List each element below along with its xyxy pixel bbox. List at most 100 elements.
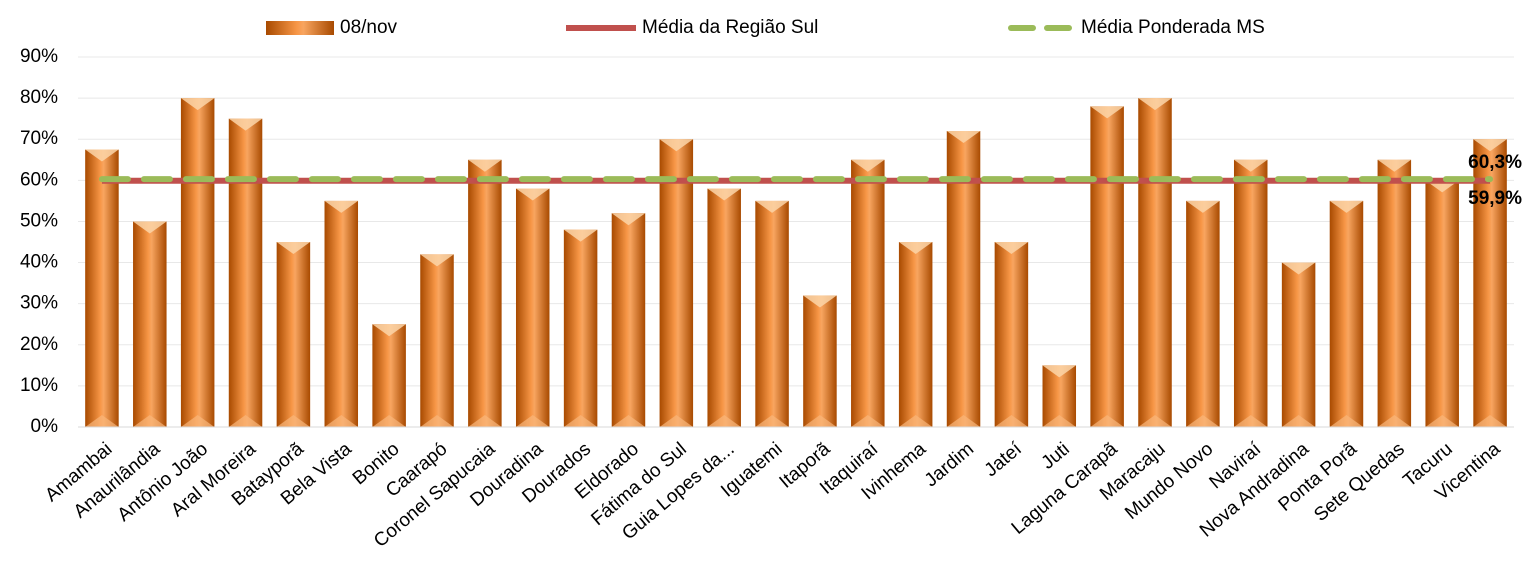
- bar-cap: [1186, 200, 1220, 213]
- bar-base: [324, 415, 359, 427]
- y-tick-label: 30%: [20, 293, 58, 314]
- bar-base: [515, 415, 550, 427]
- bar-base: [1042, 415, 1077, 427]
- bar-cap: [1377, 159, 1412, 172]
- bar: [1473, 139, 1507, 427]
- bar-base: [1090, 415, 1124, 427]
- bar: [1281, 262, 1316, 427]
- bar-cap: [276, 242, 311, 254]
- bar-base: [1425, 415, 1459, 427]
- bar: [515, 188, 550, 427]
- x-tick-label: Juti: [1038, 439, 1074, 474]
- legend-label: 08/nov: [340, 17, 398, 38]
- x-tick-label: Jateí: [981, 438, 1027, 481]
- legend-label: Média Ponderada MS: [1081, 17, 1265, 38]
- y-tick-label: 80%: [20, 87, 58, 108]
- bar-base: [851, 415, 885, 427]
- bar: [1377, 159, 1412, 427]
- bar-base: [1186, 415, 1220, 427]
- bar: [611, 213, 646, 427]
- bar-base: [803, 415, 837, 427]
- bar-base: [133, 415, 167, 427]
- legend-label: Média da Região Sul: [642, 17, 818, 38]
- bar: [1186, 200, 1220, 427]
- bar-base: [468, 415, 502, 427]
- bar: [707, 188, 741, 427]
- bar-base: [563, 415, 598, 427]
- y-tick-label: 50%: [20, 210, 58, 231]
- bar-cap: [180, 98, 215, 111]
- bar-base: [1281, 415, 1316, 427]
- bar-base: [1138, 415, 1172, 427]
- bar-base: [1233, 415, 1268, 427]
- bar-base: [611, 415, 646, 427]
- bar: [1138, 98, 1172, 427]
- bar-base: [180, 415, 215, 427]
- bar-cap: [1473, 139, 1507, 152]
- bar: [1090, 106, 1124, 427]
- y-tick-label: 10%: [20, 375, 58, 396]
- bar: [324, 200, 359, 427]
- y-tick-label: 20%: [20, 334, 58, 355]
- bar-cap: [851, 159, 885, 172]
- bar-base: [85, 415, 119, 427]
- bar-cap: [324, 200, 359, 213]
- bar-base: [898, 415, 933, 427]
- bar: [898, 242, 933, 427]
- bar-base: [228, 415, 263, 427]
- bar-cap: [946, 131, 981, 143]
- bar-cap: [133, 221, 167, 234]
- bar: [228, 118, 263, 428]
- bar-cap: [659, 139, 694, 152]
- bar: [1329, 200, 1364, 427]
- bar-cap: [563, 229, 598, 242]
- bar-base: [1377, 415, 1412, 427]
- bar-cap: [1233, 159, 1268, 172]
- bar-base: [372, 415, 406, 427]
- bar: [468, 159, 502, 427]
- bar-cap: [1090, 106, 1124, 119]
- bar-cap: [372, 324, 406, 337]
- bar: [133, 221, 167, 427]
- bar: [1425, 180, 1459, 427]
- bar: [994, 242, 1029, 427]
- bar: [85, 149, 119, 427]
- bar-base: [276, 415, 311, 427]
- bar-cap: [707, 188, 741, 201]
- bar-base: [1329, 415, 1364, 427]
- bar-cap: [420, 254, 454, 267]
- bar: [659, 139, 694, 427]
- bar-base: [1473, 415, 1507, 427]
- bar-base: [755, 415, 789, 427]
- bar-cap: [468, 159, 502, 172]
- bar: [851, 159, 885, 427]
- bar-cap: [1281, 262, 1316, 275]
- bar-cap: [1138, 98, 1172, 111]
- line-value-label: 60,3%: [1468, 152, 1522, 173]
- bar-cap: [611, 213, 646, 226]
- bar: [180, 98, 215, 427]
- y-tick-label: 0%: [31, 416, 59, 437]
- bar: [372, 324, 406, 427]
- bar-base: [946, 415, 981, 427]
- legend-swatch: [266, 21, 334, 35]
- bar: [803, 295, 837, 427]
- bar-cap: [1042, 365, 1077, 378]
- bar-cap: [994, 242, 1029, 254]
- bar-cap: [228, 118, 263, 131]
- bar-cap: [1329, 200, 1364, 213]
- line-value-label: 59,9%: [1468, 188, 1522, 209]
- bar-cap: [803, 295, 837, 308]
- bar-cap: [755, 200, 789, 213]
- bar-cap: [515, 188, 550, 201]
- bar-cap: [898, 242, 933, 254]
- bar-base: [659, 415, 694, 427]
- bar-base: [994, 415, 1029, 427]
- y-tick-label: 70%: [20, 128, 58, 149]
- bar: [276, 242, 311, 427]
- bar-base: [420, 415, 454, 427]
- bar-base: [707, 415, 741, 427]
- bar: [946, 131, 981, 427]
